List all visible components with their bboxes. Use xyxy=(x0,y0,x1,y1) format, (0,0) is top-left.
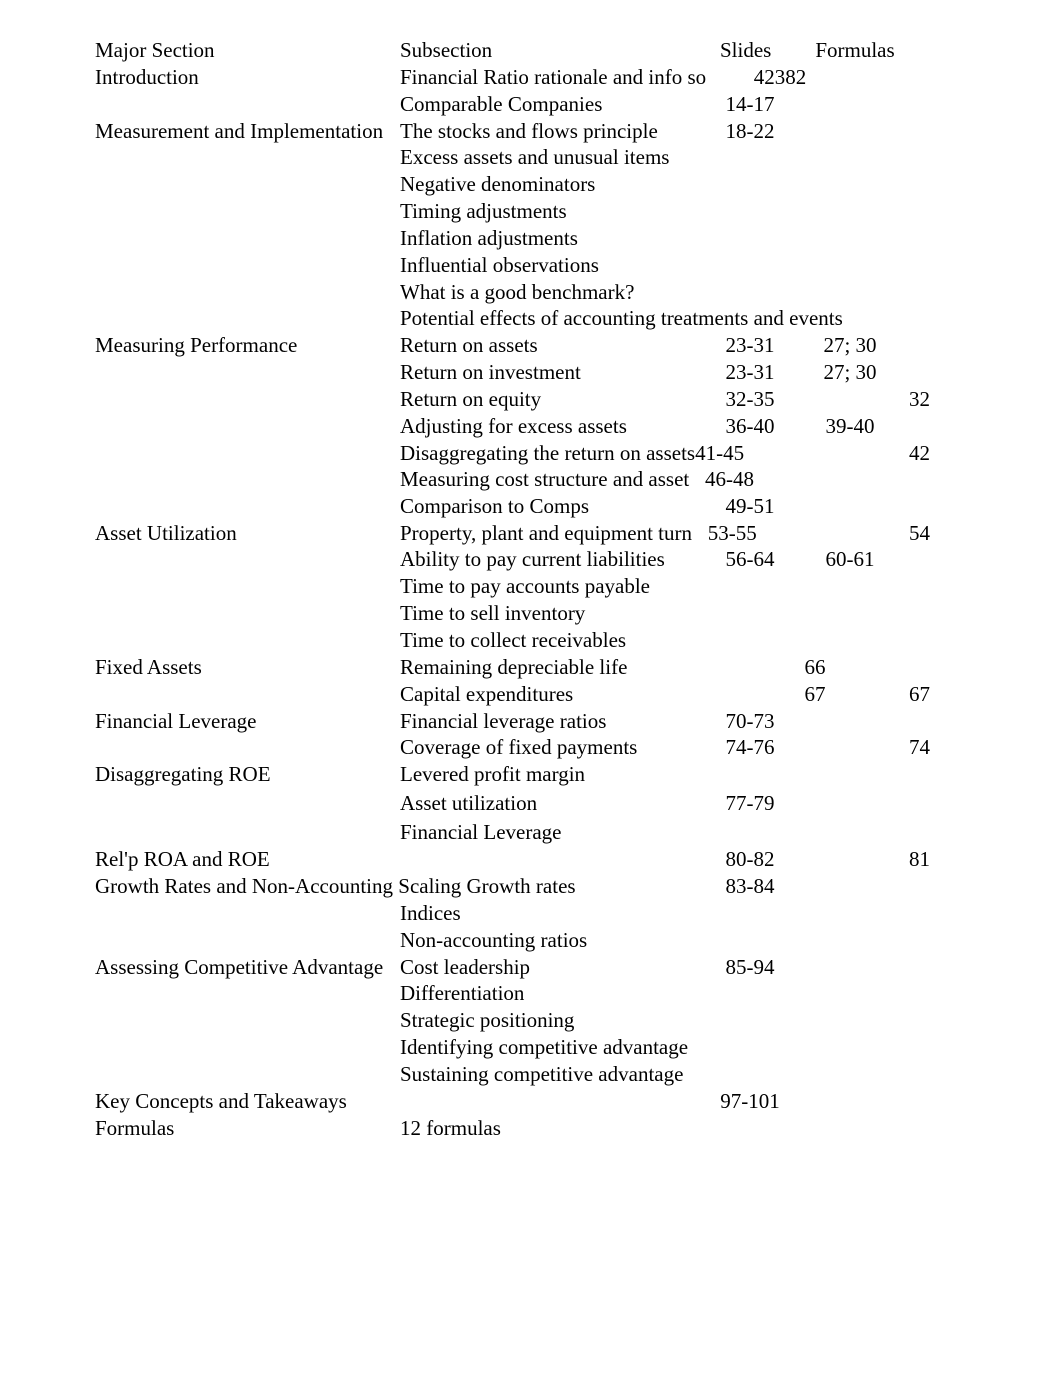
formulas-value: 67 xyxy=(900,681,930,708)
major-section-label: Introduction xyxy=(95,64,400,91)
formulas-value: 27; 30 xyxy=(820,359,880,386)
subsection-label: Time to sell inventory xyxy=(400,600,750,627)
slides-value: 85-94 xyxy=(720,954,780,981)
subsection-label: Differentiation xyxy=(400,980,750,1007)
subsection-label: Comparable Companies xyxy=(400,91,750,118)
subsection-label: Asset utilization xyxy=(400,790,750,817)
slides-value: 23-31 xyxy=(720,332,780,359)
major-section-label: Fixed Assets xyxy=(95,654,400,681)
subsection-label: Measuring cost structure and asset 46-48 xyxy=(400,466,920,493)
subsection-label: Time to collect receivables xyxy=(400,627,750,654)
slides-value: 74-76 xyxy=(720,734,780,761)
formulas-value: 39-40 xyxy=(820,413,880,440)
slides-value: 77-79 xyxy=(720,790,780,817)
subsection-label: The stocks and flows principle xyxy=(400,118,750,145)
formulas-value: 54 xyxy=(900,520,930,547)
slides-value: 83-84 xyxy=(720,873,780,900)
subsection-label: Negative denominators xyxy=(400,171,750,198)
subsection-label: Comparison to Comps xyxy=(400,493,750,520)
subsection-label: Return on assets xyxy=(400,332,750,359)
formulas-value: 60-61 xyxy=(820,546,880,573)
header-slides: Slides xyxy=(720,37,790,64)
major-section-label: Formulas xyxy=(95,1115,400,1142)
slides-value: 56-64 xyxy=(720,546,780,573)
subsection-label: Potential effects of accounting treatmen… xyxy=(400,305,920,332)
major-section-label: Disaggregating ROE xyxy=(95,761,400,788)
slides-value: 70-73 xyxy=(720,708,780,735)
slides-value: 14-17 xyxy=(720,91,780,118)
major-section-label: Financial Leverage xyxy=(95,708,400,735)
subsection-label: What is a good benchmark? xyxy=(400,279,750,306)
formulas-value: 42 xyxy=(900,440,930,467)
subsection-label: Disaggregating the return on assets41-45 xyxy=(400,440,920,467)
subsection-label: Financial Leverage xyxy=(400,819,750,846)
subsection-label: Financial leverage ratios xyxy=(400,708,750,735)
subsection-label: Financial Ratio rationale and info so xyxy=(400,64,750,91)
major-section-label: Measurement and Implementation xyxy=(95,118,400,145)
major-section-label: Asset Utilization xyxy=(95,520,400,547)
document-page: Major SectionSubsectionSlides Formulas Int… xyxy=(0,0,1062,1377)
slides-value: 32-35 xyxy=(720,386,780,413)
subsection-label: Non-accounting ratios xyxy=(400,927,750,954)
subsection-label: Strategic positioning xyxy=(400,1007,750,1034)
formulas-value: 67 xyxy=(800,681,830,708)
formulas-value: 27; 30 xyxy=(820,332,880,359)
subsection-label: Levered profit margin xyxy=(400,761,750,788)
slides-value: 18-22 xyxy=(720,118,780,145)
subsection-label: 12 formulas xyxy=(400,1115,750,1142)
formulas-value: 74 xyxy=(900,734,930,761)
major-section-label: Growth Rates and Non-Accounting Scaling … xyxy=(95,873,400,900)
slides-value: 49-51 xyxy=(720,493,780,520)
slides-value: 42382 xyxy=(750,64,810,91)
subsection-label: Ability to pay current liabilities xyxy=(400,546,750,573)
slides-value: 97-101 xyxy=(720,1088,780,1115)
subsection-label: Adjusting for excess assets xyxy=(400,413,750,440)
subsection-label: Time to pay accounts payable xyxy=(400,573,750,600)
slides-value: 36-40 xyxy=(720,413,780,440)
subsection-label: Identifying competitive advantage xyxy=(400,1034,750,1061)
slides-value: 23-31 xyxy=(720,359,780,386)
subsection-label: Capital expenditures xyxy=(400,681,750,708)
subsection-label: Property, plant and equipment turn 53-55 xyxy=(400,520,920,547)
formulas-value: 66 xyxy=(800,654,830,681)
formulas-value: 32 xyxy=(900,386,930,413)
subsection-label: Influential observations xyxy=(400,252,750,279)
subsection-label: Remaining depreciable life xyxy=(400,654,750,681)
subsection-label: Inflation adjustments xyxy=(400,225,750,252)
slides-value: 80-82 xyxy=(720,846,780,873)
subsection-label: Excess assets and unusual items xyxy=(400,144,750,171)
formulas-value: 81 xyxy=(900,846,930,873)
major-section-label: Assessing Competitive Advantage xyxy=(95,954,400,981)
major-section-label: Key Concepts and Takeaways xyxy=(95,1088,400,1115)
subsection-label: Timing adjustments xyxy=(400,198,750,225)
subsection-label: Return on equity xyxy=(400,386,750,413)
header-major-section: Major Section xyxy=(95,37,400,64)
major-section-label: Rel'p ROA and ROE xyxy=(95,846,400,873)
header-formulas: Formulas xyxy=(810,37,900,64)
subsection-label: Indices xyxy=(400,900,750,927)
subsection-label: Sustaining competitive advantage xyxy=(400,1061,750,1088)
major-section-label: Measuring Performance xyxy=(95,332,400,359)
subsection-label: Coverage of fixed payments xyxy=(400,734,750,761)
subsection-label: Cost leadership xyxy=(400,954,750,981)
header-subsection: Subsection xyxy=(400,37,750,64)
subsection-label: Return on investment xyxy=(400,359,750,386)
